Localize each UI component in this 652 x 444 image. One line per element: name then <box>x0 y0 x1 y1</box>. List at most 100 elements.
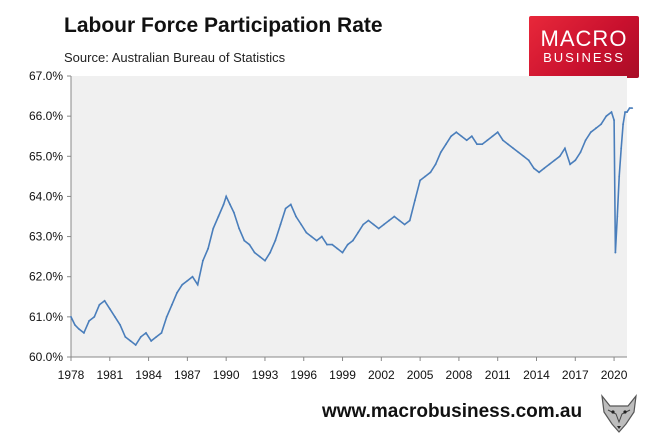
data-point <box>114 315 116 318</box>
x-tick-label: 2011 <box>485 368 511 382</box>
data-point <box>543 167 546 170</box>
data-point <box>274 239 277 242</box>
x-tick-label: 1984 <box>135 368 162 382</box>
data-point <box>98 303 101 306</box>
data-point <box>574 159 577 162</box>
y-tick-label: 61.0% <box>29 310 63 324</box>
data-point <box>145 332 147 334</box>
data-point <box>119 323 122 326</box>
data-point <box>527 159 530 162</box>
data-point <box>450 135 453 138</box>
data-point <box>465 139 468 142</box>
y-tick-label: 60.0% <box>29 350 63 364</box>
data-point <box>445 143 447 146</box>
x-tick-label: 1996 <box>290 368 317 382</box>
data-point <box>600 123 603 126</box>
data-point <box>284 207 287 210</box>
data-point <box>618 175 621 178</box>
data-point <box>558 155 561 158</box>
data-point <box>289 203 292 206</box>
data-point <box>73 323 76 326</box>
data-point <box>70 315 72 318</box>
data-point <box>491 135 494 138</box>
data-point <box>83 332 85 334</box>
plot-area <box>71 76 627 357</box>
data-point <box>238 227 240 230</box>
macrobusiness-logo[interactable]: MACRO BUSINESS <box>529 16 639 78</box>
data-point <box>512 147 515 150</box>
x-tick-label: 1978 <box>58 368 85 382</box>
data-point <box>225 195 228 198</box>
data-point <box>538 171 540 174</box>
data-point <box>569 163 572 166</box>
data-point <box>331 243 334 246</box>
data-point <box>170 303 173 306</box>
chart-subtitle: Source: Australian Bureau of Statistics <box>64 50 286 65</box>
data-point <box>196 283 199 286</box>
data-point <box>616 215 619 218</box>
data-point <box>610 111 613 114</box>
y-tick-label: 67.0% <box>29 69 63 83</box>
data-point <box>129 340 132 342</box>
y-tick-label: 63.0% <box>29 230 63 244</box>
data-point <box>258 255 261 258</box>
data-point <box>305 231 308 234</box>
data-point <box>414 199 416 202</box>
data-point <box>212 227 215 230</box>
data-point <box>614 251 617 254</box>
data-point <box>295 215 297 218</box>
fox-icon <box>596 390 642 436</box>
data-point <box>476 143 478 146</box>
x-tick-label: 2002 <box>368 368 395 382</box>
footer-website-url[interactable]: www.macrobusiness.com.au <box>322 401 583 422</box>
data-point <box>507 143 509 146</box>
logo-text-macro: MACRO <box>540 26 628 51</box>
data-point <box>424 175 427 178</box>
y-axis: 60.0% 61.0% 62.0% 63.0% 64.0% 65.0% 66.0% 67.0% <box>29 69 72 364</box>
data-point <box>439 151 442 154</box>
data-point <box>605 115 608 118</box>
data-point <box>191 275 194 278</box>
data-point <box>88 319 91 322</box>
data-point <box>553 159 556 162</box>
data-point <box>155 336 158 338</box>
data-point <box>346 243 349 246</box>
data-point <box>481 143 484 146</box>
x-tick-label: 2017 <box>562 368 589 382</box>
data-point <box>517 151 520 154</box>
data-point <box>150 340 153 342</box>
x-tick-label: 1987 <box>174 368 201 382</box>
y-tick-label: 64.0% <box>29 189 63 203</box>
data-point <box>388 219 390 222</box>
data-point <box>248 243 251 246</box>
data-point <box>429 171 432 174</box>
data-point <box>341 251 344 254</box>
data-point <box>229 203 231 206</box>
data-point <box>269 251 272 254</box>
data-point <box>326 243 328 246</box>
data-point <box>501 139 504 142</box>
data-point <box>160 332 163 334</box>
data-point <box>351 239 354 242</box>
data-point <box>310 235 313 238</box>
x-tick-label: 2020 <box>601 368 628 382</box>
x-tick-label: 1990 <box>213 368 240 382</box>
data-point <box>579 151 582 154</box>
data-point <box>408 219 411 222</box>
data-point <box>264 259 266 262</box>
data-point <box>320 235 323 238</box>
data-point <box>460 135 463 138</box>
data-point <box>628 107 631 110</box>
participation-rate-chart: 60.0% 61.0% 62.0% 63.0% 64.0% 65.0% 66.0% 67.0%… <box>29 69 634 382</box>
data-point <box>622 123 625 126</box>
data-point <box>300 223 303 226</box>
data-point <box>77 328 80 330</box>
data-point <box>139 336 142 338</box>
data-point <box>496 131 499 134</box>
data-point <box>398 219 401 222</box>
data-point <box>589 131 592 134</box>
x-axis: 1978 1981 1984 1987 1990 1993 1996 1999 2002 2005… <box>58 356 628 382</box>
data-point <box>201 259 204 262</box>
data-points <box>70 107 634 346</box>
data-point <box>134 344 137 346</box>
